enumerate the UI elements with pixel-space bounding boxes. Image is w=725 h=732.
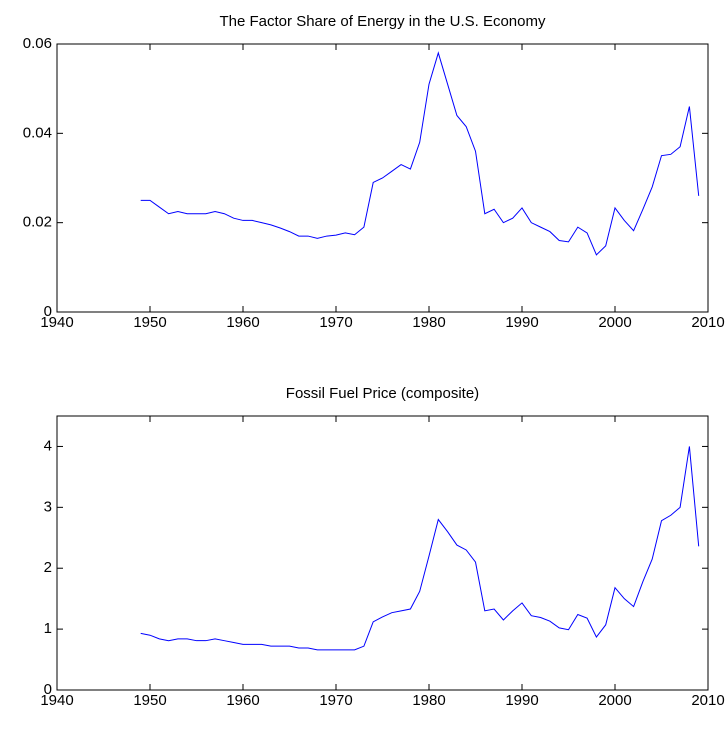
x-tick-label: 1990 [505,314,538,331]
x-tick-label: 1950 [133,692,166,709]
y-tick-label: 0.04 [23,124,52,141]
y-tick-label: 0 [44,681,52,698]
x-tick-label: 2010 [691,692,724,709]
chart-title: The Factor Share of Energy in the U.S. E… [220,13,546,30]
y-tick-label: 1 [44,620,52,637]
data-line [140,446,700,651]
data-line [140,51,700,256]
plot-frame [56,415,709,691]
y-tick-label: 4 [44,437,52,454]
x-tick-label: 1960 [226,314,259,331]
y-tick-label: 3 [44,498,52,515]
x-tick-label: 1990 [505,692,538,709]
x-tick-label: 1970 [319,314,352,331]
x-tick-label: 1950 [133,314,166,331]
y-tick-label: 0.02 [23,214,52,231]
x-tick-label: 1980 [412,692,445,709]
x-tick-label: 2000 [598,692,631,709]
y-tick-label: 0.06 [23,35,52,52]
x-tick-label: 1960 [226,692,259,709]
x-tick-label: 2010 [691,314,724,331]
y-tick-label: 0 [44,303,52,320]
x-tick-label: 1980 [412,314,445,331]
chart-title: Fossil Fuel Price (composite) [286,385,479,402]
x-tick-label: 1940 [40,314,73,331]
plot-frame [56,43,709,313]
x-tick-label: 1970 [319,692,352,709]
x-tick-label: 1940 [40,692,73,709]
y-tick-label: 2 [44,559,52,576]
x-tick-label: 2000 [598,314,631,331]
